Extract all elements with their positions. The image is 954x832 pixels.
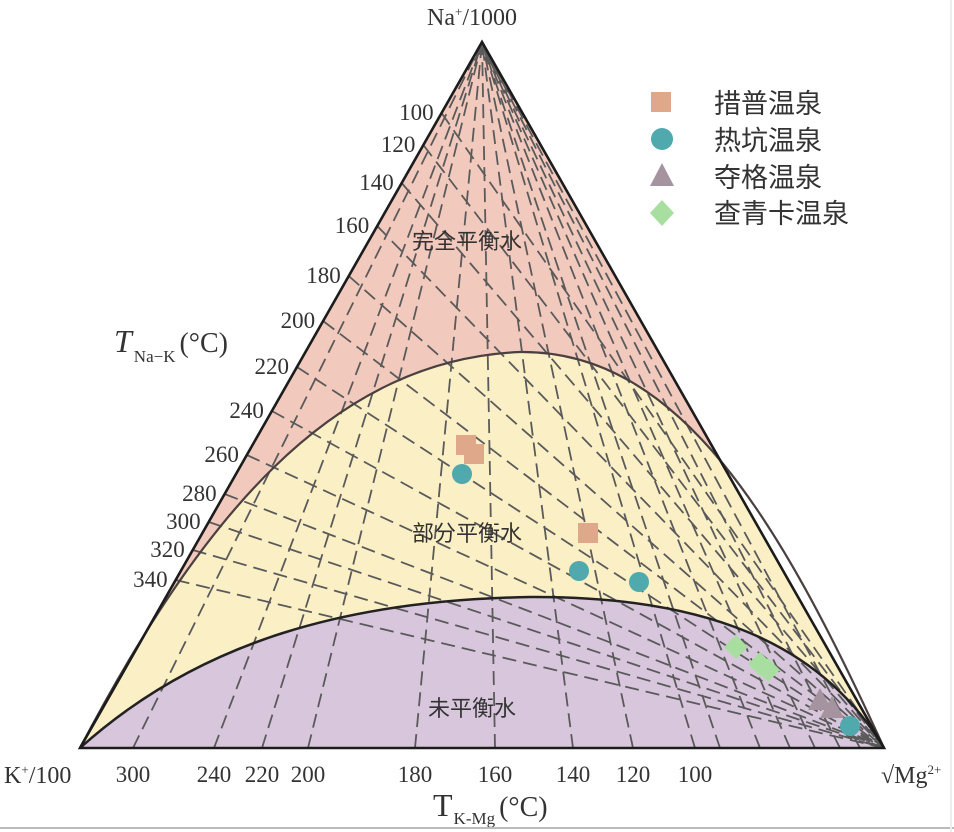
legend-diamond-icon xyxy=(650,200,674,226)
left-axis-title: T Na−K (°C) xyxy=(114,323,228,366)
k-mg-isotherm xyxy=(481,42,761,748)
region-label-full: 完全平衡水 xyxy=(412,230,522,255)
data-point-circle xyxy=(629,572,649,592)
bottom-tick-label: 180 xyxy=(398,762,433,787)
data-point-diamond xyxy=(756,658,780,682)
left-tick-label: 220 xyxy=(254,354,289,379)
bottom-axis-title: TK-Mg (°C) xyxy=(433,787,548,828)
k-mg-isotherm xyxy=(261,42,483,748)
data-point-square xyxy=(578,523,598,543)
na-k-isotherm xyxy=(348,275,884,748)
data-point-diamond xyxy=(724,635,748,659)
legend-label-chaqingka: 查青卡温泉 xyxy=(714,199,849,230)
left-tick-label: 180 xyxy=(306,263,341,288)
k-mg-isotherm xyxy=(481,42,496,748)
left-tick-label: 300 xyxy=(166,509,201,534)
left-axis-ticks: 100 120 140 160 180 200 220 240 260 280 300 320 340 xyxy=(133,100,433,592)
isotherm-lines xyxy=(132,42,884,748)
k-mg-isotherm xyxy=(307,42,483,748)
na-k-isotherm xyxy=(422,144,884,748)
left-tick-label: 120 xyxy=(381,132,416,157)
bottom-tick-label: 120 xyxy=(616,762,651,787)
vertex-mg-label: √Mg2+ xyxy=(881,762,941,789)
na-k-isotherm xyxy=(322,320,884,748)
bottom-tick-label: 200 xyxy=(291,762,326,787)
legend: 措普温泉 热坑温泉 夺格温泉 查青卡温泉 xyxy=(650,89,849,230)
left-tick-label: 260 xyxy=(204,442,239,467)
k-mg-isotherm xyxy=(481,42,696,748)
right-border xyxy=(950,0,952,832)
bottom-tick-label: 220 xyxy=(245,762,280,787)
k-mg-isotherm xyxy=(481,42,721,748)
k-mg-isotherm xyxy=(481,42,816,748)
vertex-na-label: Na+/1000 xyxy=(427,4,517,31)
na-k-isotherm xyxy=(224,493,884,748)
k-mg-isotherm xyxy=(481,42,791,748)
k-mg-isotherm xyxy=(481,42,861,748)
na-k-isotherm xyxy=(192,549,884,748)
vertex-k-label: K+/100 xyxy=(4,762,71,789)
na-k-isotherm xyxy=(175,579,884,748)
k-mg-isotherm xyxy=(481,42,841,748)
data-point-circle xyxy=(452,464,472,484)
data-point-triangle xyxy=(820,696,844,718)
legend-label-cuopu: 措普温泉 xyxy=(714,89,822,120)
legend-circle-icon xyxy=(651,128,673,150)
na-k-isotherm xyxy=(296,366,884,748)
partial-immature-boundary xyxy=(79,595,886,749)
legend-label-rekeng: 热坑温泉 xyxy=(714,126,822,157)
bottom-tick-label: 100 xyxy=(678,762,713,787)
bottom-tick-label: 240 xyxy=(197,762,232,787)
legend-label-duoge: 夺格温泉 xyxy=(714,163,822,194)
region-label-immature: 未平衡水 xyxy=(428,697,516,722)
triangle-frame xyxy=(77,39,887,750)
na-k-isotherm xyxy=(440,112,884,748)
left-tick-label: 340 xyxy=(133,567,168,592)
data-point-square xyxy=(464,444,484,464)
na-k-isotherm xyxy=(246,454,884,748)
left-tick-label: 160 xyxy=(335,213,370,238)
data-point-circle xyxy=(840,716,860,736)
left-tick-label: 140 xyxy=(359,170,394,195)
data-point-circle xyxy=(569,561,589,581)
bottom-tick-label: 300 xyxy=(116,762,151,787)
left-tick-label: 100 xyxy=(399,100,434,125)
na-k-isotherm xyxy=(376,225,884,748)
bottom-border xyxy=(0,827,954,829)
region-label-partial: 部分平衡水 xyxy=(412,522,522,547)
bottom-axis-ticks: 300 240 220 200 180 160 140 120 100 xyxy=(116,762,713,787)
bottom-tick-label: 140 xyxy=(556,762,591,787)
na-k-isotherm xyxy=(401,182,884,748)
left-tick-label: 240 xyxy=(229,398,264,423)
k-mg-isotherm xyxy=(481,42,634,748)
k-mg-isotherm xyxy=(414,42,483,748)
data-point-triangle xyxy=(808,688,832,710)
legend-square-icon xyxy=(651,92,671,112)
k-mg-isotherm xyxy=(481,42,574,748)
left-tick-label: 200 xyxy=(281,308,316,333)
left-tick-label: 320 xyxy=(150,537,185,562)
k-mg-isotherm xyxy=(132,42,483,748)
data-points xyxy=(452,435,860,736)
left-tick-label: 280 xyxy=(182,481,217,506)
bottom-tick-label: 160 xyxy=(478,762,513,787)
full-partial-boundary xyxy=(79,350,886,749)
legend-triangle-icon xyxy=(650,163,674,186)
